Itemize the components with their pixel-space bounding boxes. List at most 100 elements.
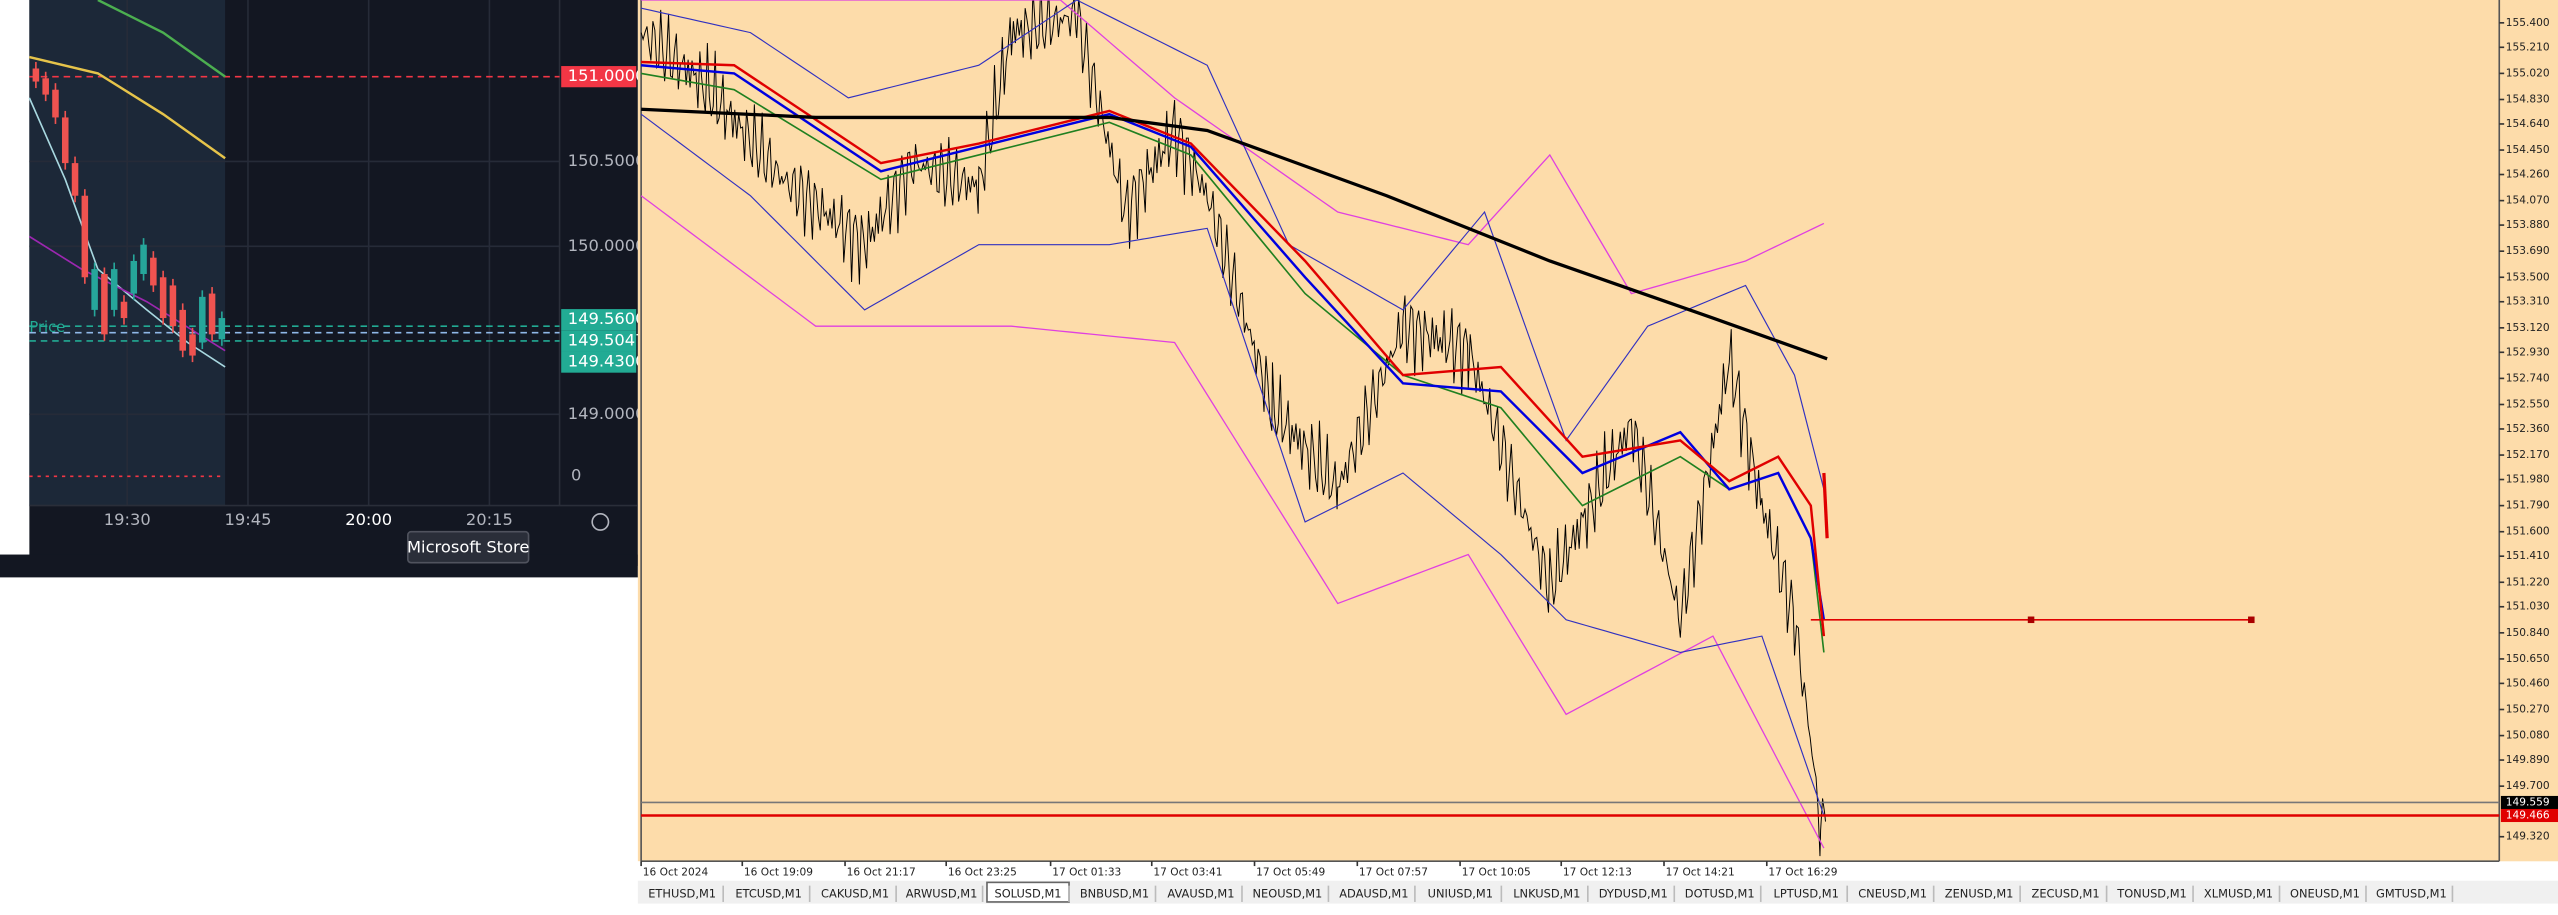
tooltip-box <box>407 530 530 564</box>
price-tag-bg <box>2500 808 2558 823</box>
price-label: 151.600 <box>2506 526 2550 538</box>
candle <box>120 301 128 319</box>
candle <box>130 260 138 294</box>
ma-line <box>97 0 226 78</box>
price-label: 151.0000 <box>568 66 646 85</box>
indicator-line <box>641 0 1825 490</box>
indicator-line <box>640 113 1825 816</box>
tab[interactable]: DYDUSD,M1 <box>1599 886 1668 900</box>
tab[interactable]: SOLUSD,M1 <box>994 886 1061 900</box>
candle <box>169 285 177 327</box>
price-tag-bg <box>2500 795 2558 809</box>
time-label: 17 Oct 07:57 <box>1359 867 1428 879</box>
price-tag-bg <box>561 309 637 331</box>
candle <box>52 89 59 118</box>
price-tag: Price <box>29 319 65 336</box>
tab[interactable]: ETHUSD,M1 <box>648 886 716 900</box>
price-label: 149.5047 <box>568 330 646 349</box>
price-label: 152.170 <box>2506 449 2550 461</box>
price-tag-bg <box>561 351 637 373</box>
candle <box>159 277 167 319</box>
candle <box>218 318 226 340</box>
price-label: 153.880 <box>2506 219 2550 231</box>
current-price: 149.466 <box>2506 810 2550 822</box>
price-label: 149.890 <box>2506 754 2550 766</box>
indicator-line <box>640 0 1826 857</box>
tab[interactable]: ETCUSD,M1 <box>735 886 802 900</box>
candle <box>81 195 89 278</box>
tab[interactable]: UNIUSD,M1 <box>1428 886 1493 900</box>
tab[interactable]: LNKUSD,M1 <box>1513 886 1580 900</box>
tabs: ETHUSD,M1 ETCUSD,M1 CAKUSD,M1 ARWUSD,M1 SOLU… <box>648 881 2454 903</box>
tab[interactable]: LPTUSD,M1 <box>1774 886 1839 900</box>
candle <box>150 257 157 286</box>
trend-handle[interactable] <box>2027 616 2035 624</box>
indicator-line <box>641 60 1826 637</box>
price-tag-bg <box>561 330 637 352</box>
tab[interactable]: ZECUSD,M1 <box>2032 886 2100 900</box>
candle <box>208 293 216 335</box>
time-label: 16 Oct 2024 <box>643 867 709 879</box>
price-label: 154.450 <box>2506 144 2550 156</box>
right-price-axis <box>2499 0 2558 862</box>
price-label: 152.550 <box>2506 398 2550 410</box>
tab[interactable]: CAKUSD,M1 <box>821 886 889 900</box>
time-label: 20:15 <box>466 510 513 529</box>
trend-handle[interactable] <box>2248 616 2255 624</box>
candle <box>91 269 98 310</box>
ma-line <box>29 55 226 160</box>
price-label: 154.640 <box>2506 118 2550 130</box>
time-label: 16 Oct 19:09 <box>744 867 813 879</box>
tab[interactable]: BNBUSD,M1 <box>1080 886 1149 900</box>
tab[interactable]: ZENUSD,M1 <box>1945 886 2014 900</box>
spike <box>1822 472 1829 539</box>
tab[interactable]: XLMUSD,M1 <box>2204 886 2273 900</box>
tab[interactable]: AVAUSD,M1 <box>1167 886 1234 900</box>
price-label: 149.4300 <box>568 352 646 371</box>
candle <box>61 117 69 164</box>
tab[interactable]: ADAUSD,M1 <box>1339 886 1408 900</box>
price-label: 151.790 <box>2506 500 2550 512</box>
candle <box>189 334 196 356</box>
time-label: 19:30 <box>104 510 151 529</box>
tab[interactable]: CNEUSD,M1 <box>1858 886 1927 900</box>
price-label: 0 <box>571 466 581 485</box>
candle <box>179 309 186 351</box>
candle <box>71 163 79 196</box>
ticker-strip <box>0 554 638 578</box>
price-label: 150.840 <box>2506 627 2550 639</box>
right-chart <box>637 0 2558 862</box>
time-label: 17 Oct 01:33 <box>1052 867 1121 879</box>
time-label: 17 Oct 10:05 <box>1462 867 1531 879</box>
tab[interactable]: ONEUSD,M1 <box>2290 886 2360 900</box>
indicator-line <box>640 195 1825 849</box>
time-label: 17 Oct 14:21 <box>1666 867 1735 879</box>
time-label: 16 Oct 21:17 <box>847 867 916 879</box>
price-label: 151.980 <box>2506 474 2550 486</box>
settings-icon[interactable] <box>591 512 610 531</box>
price-label: 151.030 <box>2506 601 2550 613</box>
time-label: 17 Oct 05:49 <box>1256 867 1325 879</box>
indicator-line <box>641 107 1828 361</box>
tab[interactable]: GMTUSD,M1 <box>2376 886 2447 900</box>
price-label: 150.460 <box>2506 677 2550 689</box>
price-label: 155.400 <box>2506 17 2550 29</box>
price-label: 155.210 <box>2506 41 2550 53</box>
price-label: 150.080 <box>2506 730 2550 742</box>
tab[interactable]: ARWUSD,M1 <box>906 886 978 900</box>
candle <box>32 68 40 82</box>
price-label: 153.500 <box>2506 271 2550 283</box>
price-label: 152.360 <box>2506 423 2550 435</box>
time-label: 20:00 <box>345 510 392 529</box>
price-label: 150.650 <box>2506 653 2550 665</box>
price-label: 155.020 <box>2506 67 2550 79</box>
right-labels: 155.400 155.210 155.020 154.830 154.640 154.4… <box>640 17 2558 879</box>
price-label: 154.260 <box>2506 169 2550 181</box>
tab[interactable]: NEOUSD,M1 <box>1252 886 1322 900</box>
price-label: 150.0000 <box>568 236 646 255</box>
tab[interactable]: DOTUSD,M1 <box>1685 886 1755 900</box>
price-label: 152.930 <box>2506 346 2550 358</box>
price-label: 153.310 <box>2506 296 2550 308</box>
tab[interactable]: TONUSD,M1 <box>2116 886 2187 900</box>
